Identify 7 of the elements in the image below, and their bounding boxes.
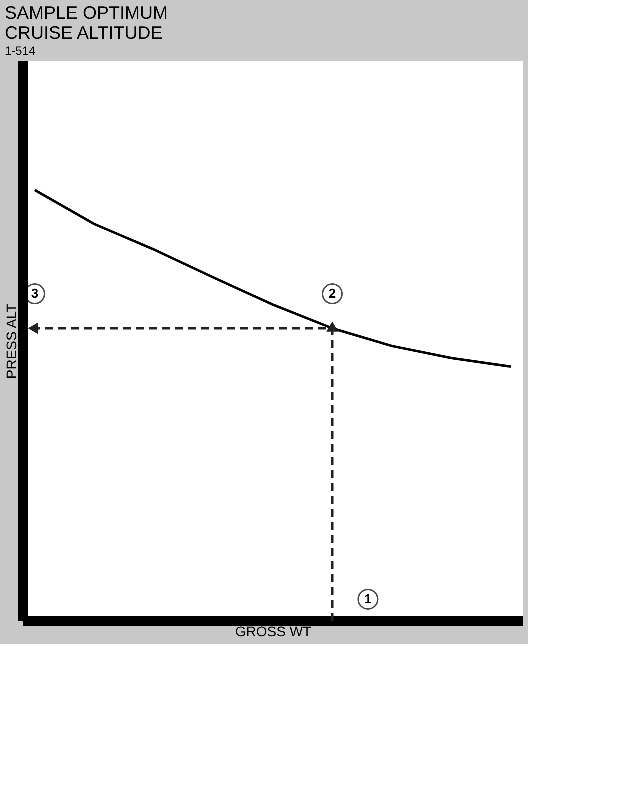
annotation: 2	[328, 286, 336, 302]
annotation: 1	[364, 591, 372, 606]
annotation: 3	[31, 286, 39, 302]
text: 1-514	[5, 44, 36, 58]
y-axis-title: PRESS ALT	[4, 303, 20, 380]
chart-title: SAMPLE OPTIMUM CRUISE ALTITUDE	[5, 3, 168, 43]
x-axis-title: GROSS WT	[235, 624, 312, 640]
